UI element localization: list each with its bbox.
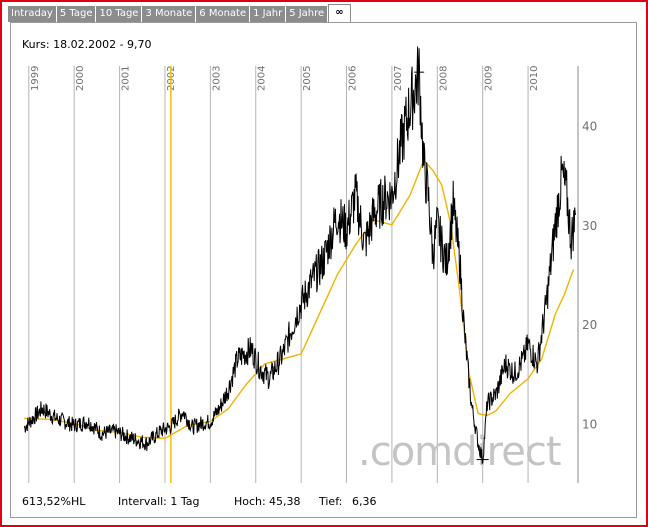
y-tick-label: 10	[582, 417, 597, 431]
tab-max[interactable]: ∞	[328, 4, 351, 23]
interval-label: Intervall: 1 Tag	[118, 495, 200, 508]
price-readout: Kurs: 18.02.2002 - 9,70	[22, 38, 152, 51]
x-tick-label: 2007	[393, 66, 404, 91]
percent-change: 613,52%HL	[22, 495, 86, 508]
y-tick-label: 40	[582, 120, 597, 134]
x-tick-label: 2005	[302, 66, 313, 91]
x-tick-label: 2003	[211, 66, 222, 91]
x-tick-label: 2000	[75, 66, 86, 91]
tab-3-monate[interactable]: 3 Monate	[142, 6, 197, 22]
x-tick-label: 2008	[438, 66, 449, 91]
high-value: 45,38	[269, 495, 301, 508]
x-tick-label: 2004	[257, 66, 268, 91]
tab-intraday[interactable]: Intraday	[8, 6, 57, 22]
tab-6-monate[interactable]: 6 Monate	[196, 6, 251, 22]
grid	[28, 66, 579, 483]
tab-bar: Intraday 5 Tage 10 Tage 3 Monate 6 Monat…	[8, 4, 351, 23]
chart-footer: 613,52%HL Intervall: 1 Tag Hoch: 45,38 T…	[22, 495, 377, 508]
x-axis-labels: 1999200020012002200320042005200620072008…	[30, 66, 540, 91]
x-tick-label: 2001	[121, 66, 132, 91]
y-tick-label: 30	[582, 219, 597, 233]
tab-1-jahr[interactable]: 1 Jahr	[250, 6, 287, 22]
y-axis-labels: 10 20 30 40	[582, 120, 597, 432]
price-line	[23, 46, 577, 465]
y-tick-label: 20	[582, 318, 597, 332]
x-tick-label: 2010	[529, 66, 540, 91]
tab-10-tage[interactable]: 10 Tage	[96, 6, 143, 22]
high-label: Hoch:	[234, 495, 266, 508]
low-value: 6,36	[352, 495, 377, 508]
x-tick-label: 2009	[484, 66, 495, 91]
x-tick-label: 1999	[30, 66, 41, 91]
low-label: Tief:	[319, 495, 343, 508]
watermark-logo: .comdirect	[358, 429, 561, 475]
tab-5-jahre[interactable]: 5 Jahre	[286, 6, 329, 22]
tab-5-tage[interactable]: 5 Tage	[56, 6, 97, 22]
x-tick-label: 2006	[348, 66, 359, 91]
